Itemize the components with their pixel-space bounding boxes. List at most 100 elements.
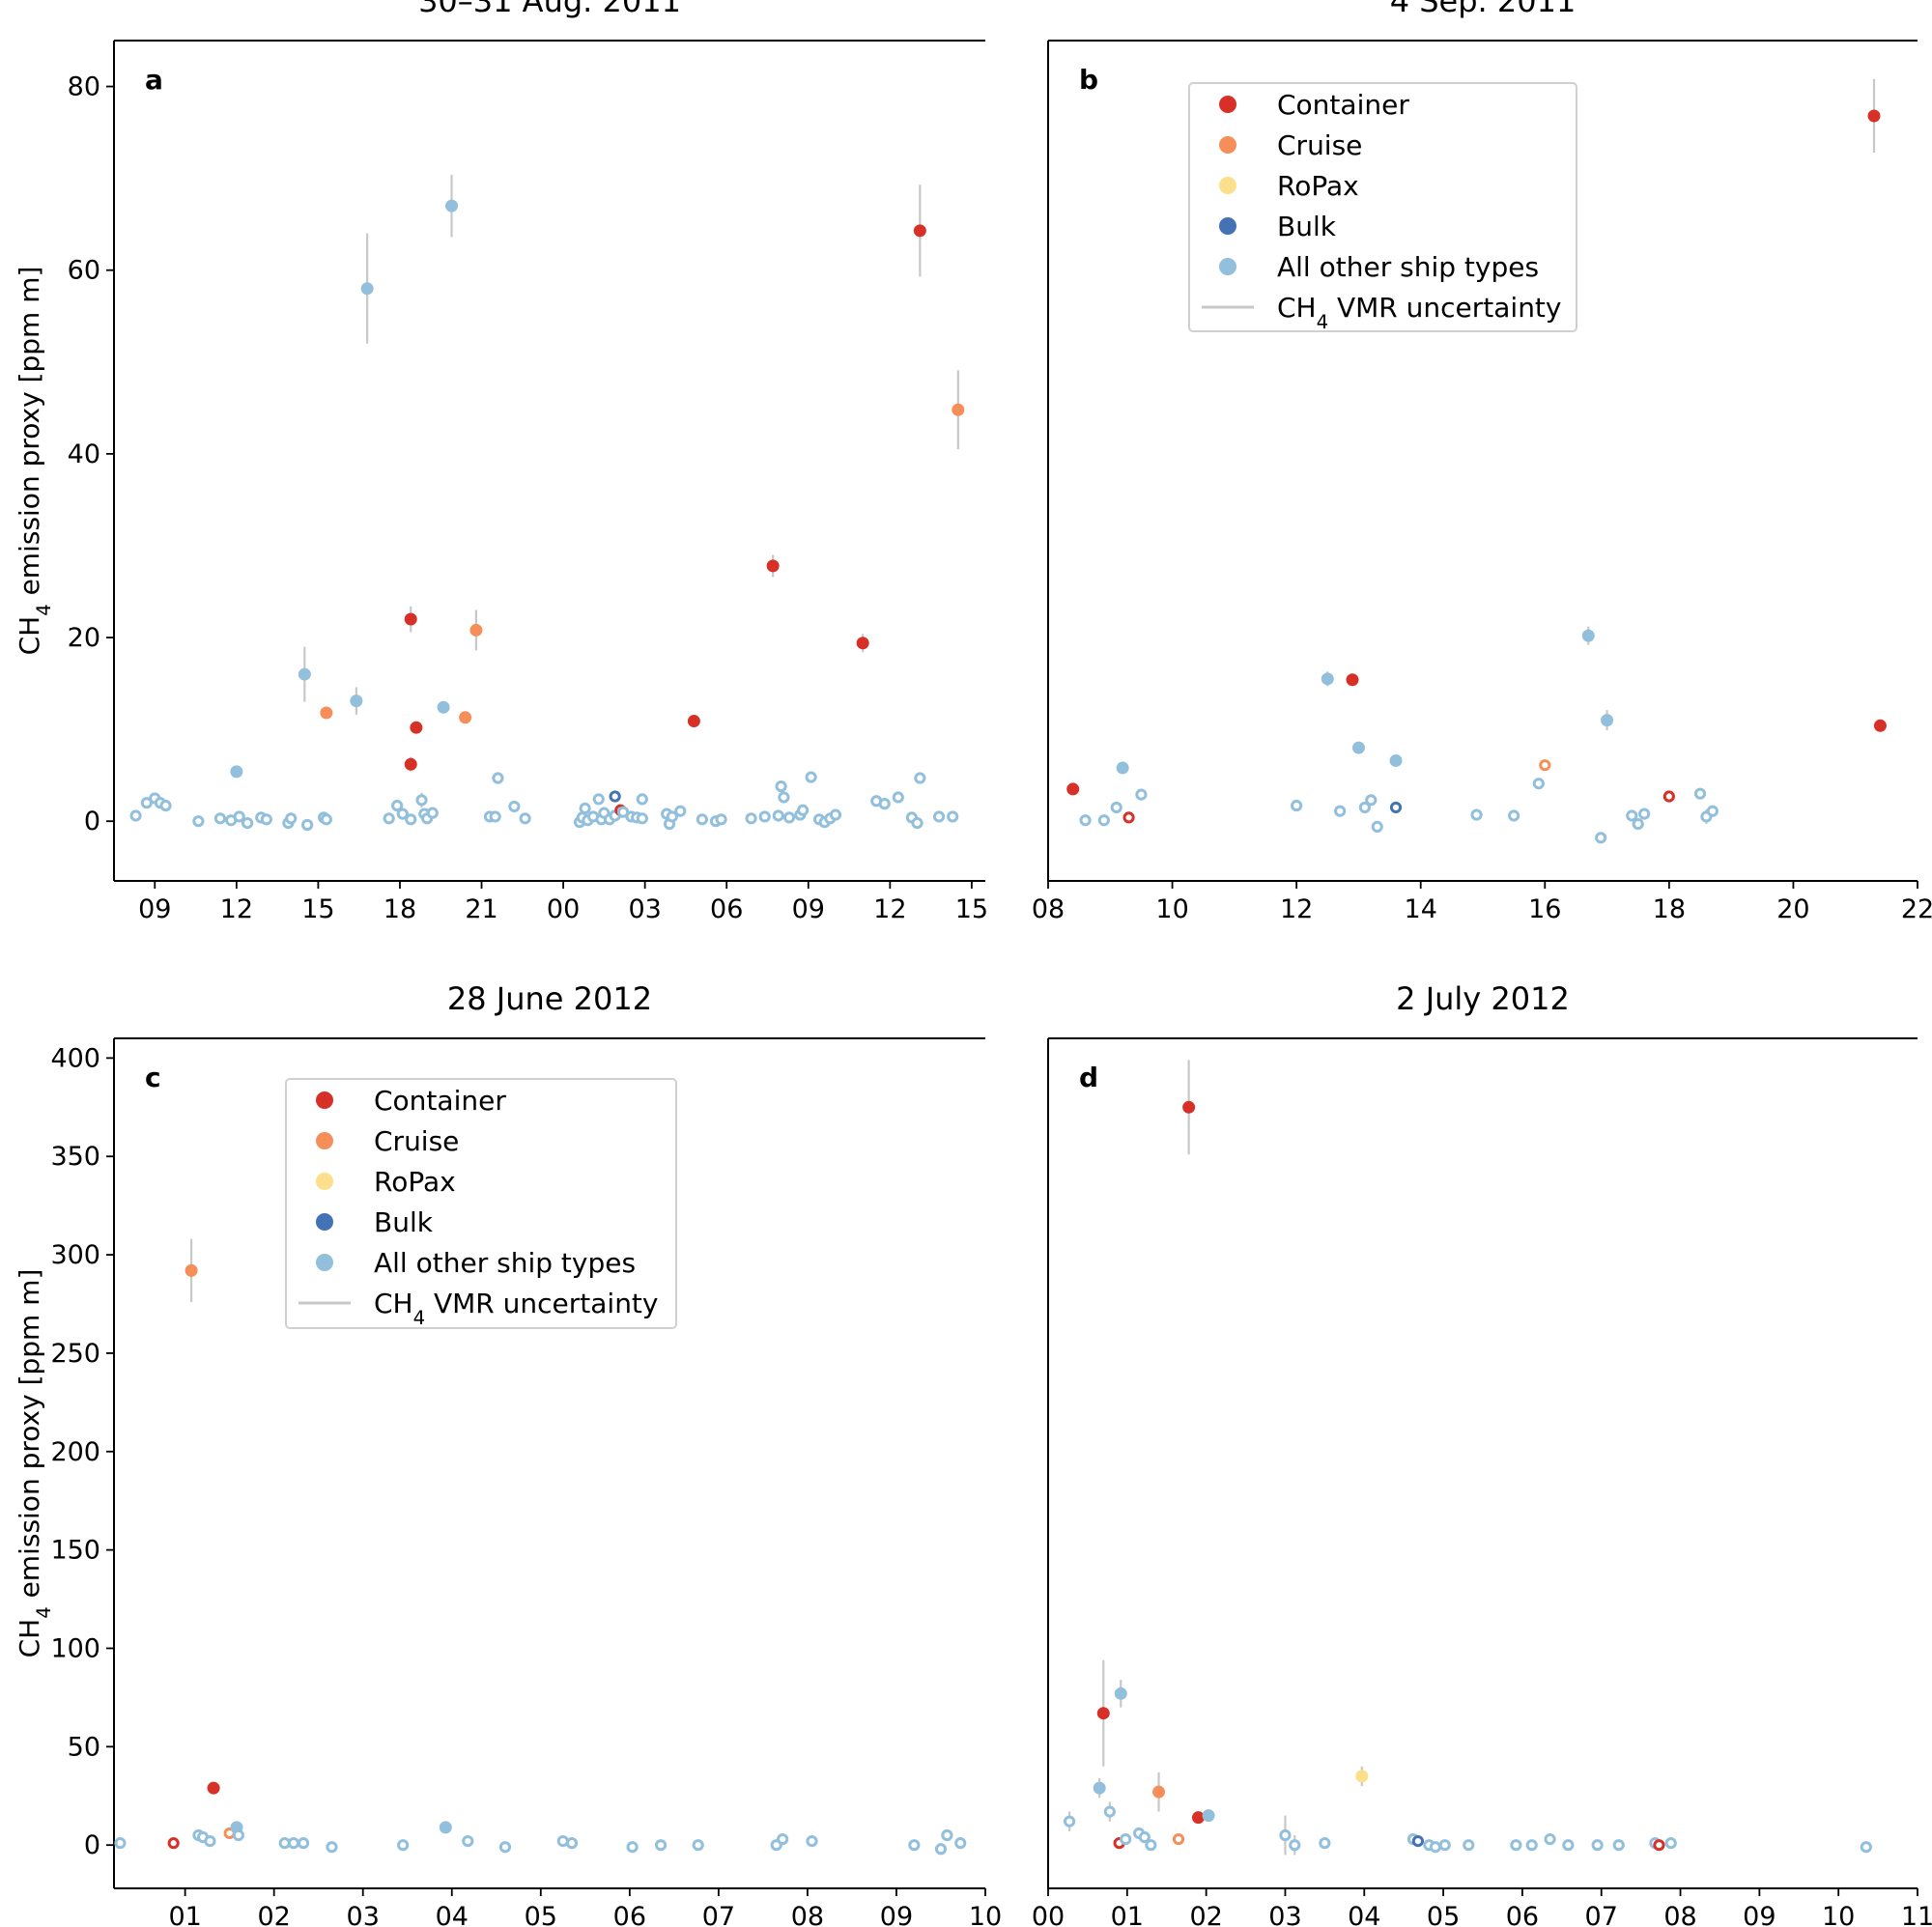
data-point-other — [758, 810, 771, 823]
label-subscript: 4 — [33, 1606, 55, 1618]
data-point-other — [777, 1832, 789, 1846]
data-point-other — [1371, 820, 1383, 834]
label-prefix: CH — [374, 1288, 413, 1319]
data-point-other — [213, 812, 227, 825]
data-point-other — [636, 812, 648, 825]
data-point-container — [207, 1781, 220, 1795]
data-point-other — [932, 810, 946, 823]
data-point-other — [954, 1837, 967, 1850]
data-point-container — [1182, 1100, 1196, 1114]
data-point-other — [626, 1841, 639, 1854]
data-point-container — [913, 224, 926, 238]
panel-d: 2 July 2012 00 01 02 03 04 05 06 07 08 09 10 11 d — [1032, 980, 1932, 1927]
data-point-other — [1463, 1839, 1475, 1852]
data-point-other — [1693, 787, 1707, 800]
data-point-other — [397, 1839, 410, 1852]
data-point-other — [1706, 805, 1719, 817]
y-tick-label: 0 — [84, 807, 100, 836]
data-point-other — [775, 779, 787, 793]
label-subscript: 4 — [33, 604, 55, 615]
y-tick-label: 50 — [68, 1732, 100, 1762]
data-point-other — [1063, 1815, 1076, 1828]
data-point-cruise — [1152, 1785, 1166, 1799]
data-point-ropax — [1355, 1770, 1369, 1783]
data-point-other — [674, 805, 687, 817]
data-point-other — [941, 1828, 953, 1842]
data-point-other — [508, 800, 521, 813]
legend-marker-cruise — [316, 1132, 333, 1149]
data-point-other — [192, 815, 205, 828]
panel-title: 28 June 2012 — [447, 980, 652, 1017]
data-point-other — [805, 771, 817, 783]
label-suffix: emission proxy [ppm m] — [14, 1269, 45, 1607]
data-point-other — [260, 813, 272, 826]
panel-letter: c — [145, 1062, 161, 1093]
legend-marker-other — [1219, 258, 1236, 275]
data-point-other — [439, 1821, 452, 1834]
data-point-other — [1114, 1686, 1127, 1700]
legend-marker-bulk — [1219, 217, 1236, 235]
data-point-other — [287, 1837, 300, 1850]
x-tick-label: 06 — [613, 1902, 646, 1927]
data-point-other — [159, 799, 172, 812]
data-point-other — [1632, 817, 1644, 831]
data-points — [114, 1238, 967, 1856]
data-point-container — [1122, 811, 1135, 824]
panel-letter: a — [145, 64, 163, 96]
legend-label-uncertainty: CH4 VMR uncertainty — [1277, 292, 1561, 333]
data-point-other — [1289, 1839, 1301, 1852]
data-point-other — [320, 813, 332, 826]
x-tick-label: 12 — [220, 894, 253, 924]
label-suffix: VMR uncertainty — [1328, 292, 1561, 324]
x-tick-label: 20 — [1776, 894, 1809, 924]
legend-label-bulk: Bulk — [374, 1206, 434, 1238]
x-tick-label: 03 — [628, 894, 661, 924]
data-point-other — [326, 1841, 338, 1854]
data-point-other — [1638, 808, 1651, 820]
data-point-other — [1626, 809, 1638, 822]
data-point-other — [579, 802, 591, 814]
data-point-other — [878, 798, 891, 810]
data-point-other — [666, 810, 678, 823]
data-point-container — [410, 721, 423, 734]
legend-marker-bulk — [316, 1213, 333, 1231]
data-point-other — [1510, 1839, 1522, 1852]
y-tick-label: 350 — [50, 1142, 100, 1172]
data-point-container — [1867, 109, 1881, 123]
x-tick-label: 09 — [1743, 1902, 1776, 1927]
x-tick-label: 08 — [1032, 894, 1065, 924]
panel-b: 4 Sep. 2011 08 10 12 14 16 18 20 22 b Container Cru… — [1032, 0, 1932, 924]
x-tick-label: 18 — [384, 894, 416, 924]
data-point-other — [1562, 1839, 1575, 1852]
data-point-other — [114, 1837, 127, 1850]
data-point-other — [892, 791, 904, 804]
data-point-other — [297, 1837, 310, 1850]
data-point-other — [1334, 805, 1347, 817]
y-tick-label: 20 — [68, 623, 100, 653]
data-point-other — [426, 807, 439, 819]
data-point-other — [1291, 799, 1303, 812]
data-points — [1063, 1060, 1872, 1856]
legend-marker-ropax — [316, 1173, 333, 1190]
data-point-other — [1429, 1841, 1442, 1854]
data-point-other — [1135, 788, 1148, 801]
data-point-other — [914, 772, 926, 784]
data-point-other — [1351, 741, 1365, 754]
data-point-other — [1279, 1828, 1292, 1842]
data-point-other — [1525, 1839, 1538, 1852]
data-point-other — [230, 765, 243, 779]
panel-title: 4 Sep. 2011 — [1390, 0, 1577, 19]
data-point-cruise — [1172, 1832, 1185, 1846]
data-point-other — [301, 818, 314, 832]
legend-label-uncertainty: CH4 VMR uncertainty — [374, 1288, 658, 1329]
data-point-other — [934, 1843, 948, 1856]
data-point-other — [285, 812, 298, 825]
x-tick-label: 15 — [301, 894, 334, 924]
x-tick-label: 11 — [1901, 1902, 1932, 1927]
data-point-container — [404, 757, 417, 771]
data-point-other — [445, 199, 459, 213]
data-point-other — [1508, 809, 1520, 822]
x-tick-label: 07 — [702, 1902, 735, 1927]
panel-letter: d — [1079, 1062, 1098, 1093]
data-point-other — [1532, 778, 1545, 790]
